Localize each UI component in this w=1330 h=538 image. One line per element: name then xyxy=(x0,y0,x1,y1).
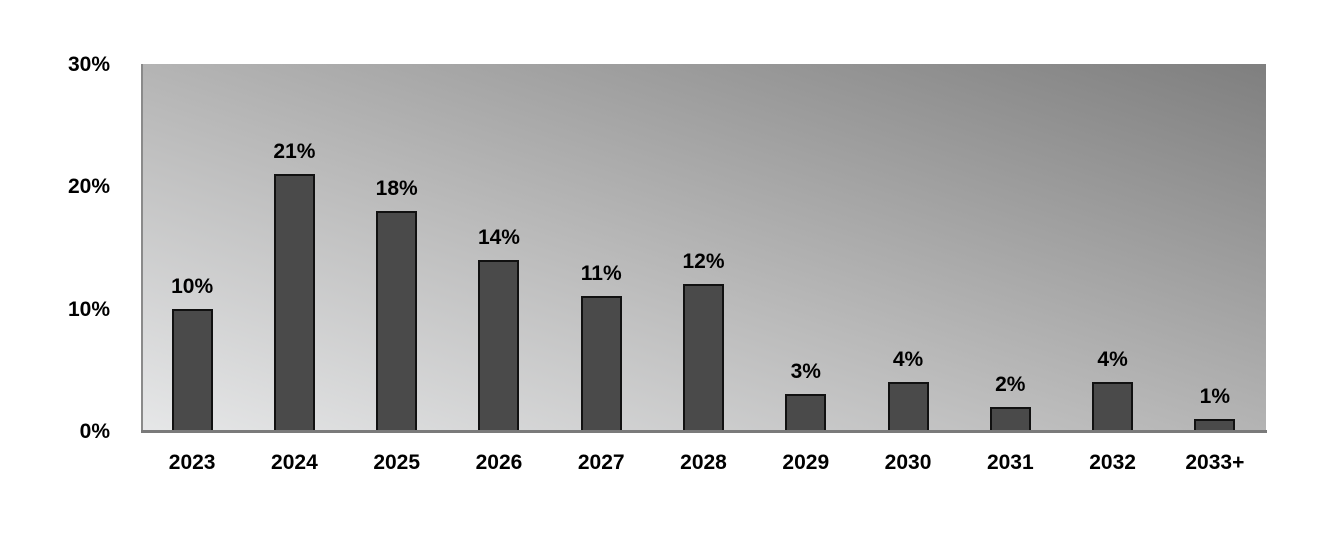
x-tick-label: 2029 xyxy=(782,451,830,474)
x-axis-line xyxy=(141,430,1267,433)
x-tick-label: 2023 xyxy=(168,451,216,474)
value-label: 10% xyxy=(171,274,214,298)
value-label: 14% xyxy=(477,225,520,249)
x-tick-label: 2027 xyxy=(577,451,625,474)
bar-2033+ xyxy=(1194,418,1236,431)
x-tick-label: 2031 xyxy=(986,451,1034,474)
bar-2023 xyxy=(171,308,213,431)
y-tick-label: 30% xyxy=(67,53,110,76)
y-tick-label: 10% xyxy=(67,297,110,321)
y-tick-label: 20% xyxy=(67,175,110,199)
value-label: 4% xyxy=(892,348,924,372)
value-label: 12% xyxy=(682,250,725,274)
bar-2027 xyxy=(580,296,622,431)
x-tick-label: 2025 xyxy=(373,451,421,474)
bar-2029 xyxy=(785,394,827,431)
value-label: 18% xyxy=(375,176,418,200)
bar-2026 xyxy=(478,259,520,431)
x-tick-label: 2032 xyxy=(1089,451,1136,474)
value-label: 11% xyxy=(580,262,622,286)
bar-2031 xyxy=(989,406,1031,431)
x-tick-label: 2026 xyxy=(475,451,523,474)
bar-2025 xyxy=(376,210,418,431)
bar-2024 xyxy=(273,174,315,431)
x-tick-label: 2028 xyxy=(680,451,727,474)
bar-2028 xyxy=(683,284,724,431)
value-label: 2% xyxy=(995,372,1026,396)
x-tick-label: 2030 xyxy=(884,451,932,474)
x-tick-label: 2024 xyxy=(271,451,318,474)
bar-2032 xyxy=(1092,382,1134,431)
y-tick-label: 0% xyxy=(79,420,110,443)
value-label: 21% xyxy=(273,140,316,164)
value-label: 3% xyxy=(790,360,821,384)
x-tick-label: 2033+ xyxy=(1185,451,1245,474)
value-label: 4% xyxy=(1097,348,1128,372)
bar-2030 xyxy=(887,382,929,431)
value-label: 1% xyxy=(1199,384,1231,408)
